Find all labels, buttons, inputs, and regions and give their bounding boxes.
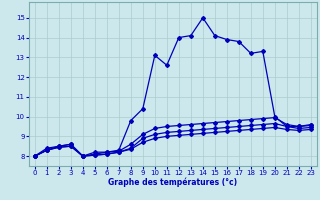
X-axis label: Graphe des températures (°c): Graphe des températures (°c): [108, 178, 237, 187]
